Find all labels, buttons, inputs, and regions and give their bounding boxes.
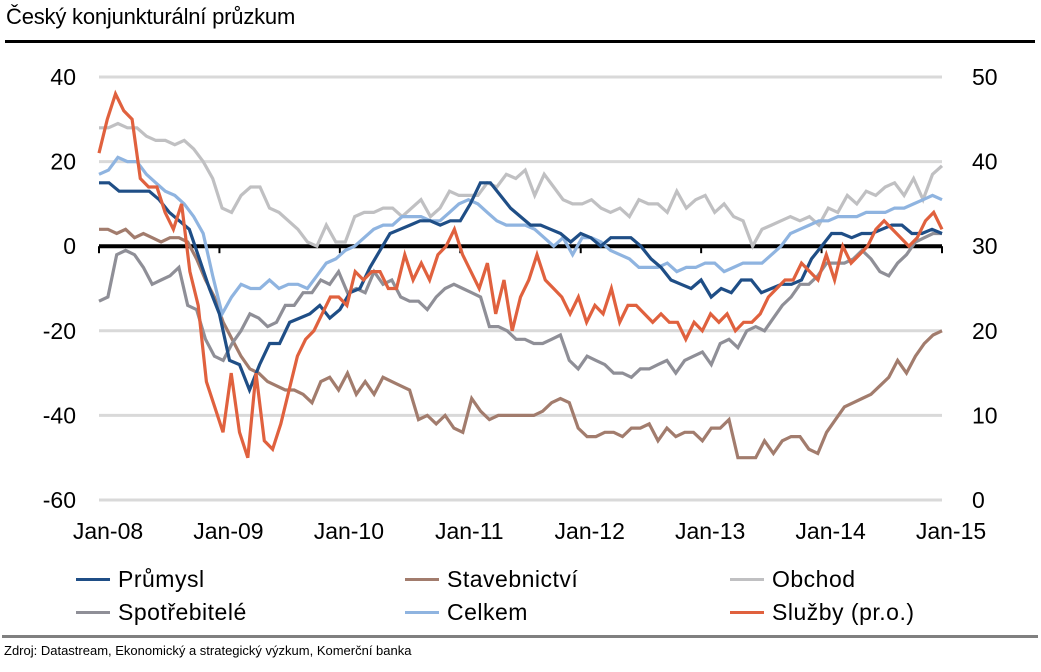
legend-label: Stavebnictví bbox=[447, 565, 579, 592]
legend-swatch bbox=[730, 577, 764, 581]
x-tick-label: Jan-15 bbox=[916, 518, 986, 544]
series-line-celkem bbox=[98, 155, 943, 319]
right-axis-ticks: 50 40 30 20 10 0 bbox=[972, 64, 998, 513]
x-tick-label: Jan-14 bbox=[795, 518, 866, 544]
left-axis-ticks: 40 20 0 -20 -40 -60 bbox=[43, 64, 76, 513]
x-tick-label: Jan-08 bbox=[73, 518, 143, 544]
legend-label: Spotřebitelé bbox=[118, 598, 247, 625]
legend-swatch bbox=[405, 577, 439, 581]
right-tick-label: 10 bbox=[972, 402, 998, 428]
x-tick-label: Jan-10 bbox=[314, 518, 384, 544]
x-axis-ticks: Jan-08 Jan-09 Jan-10 Jan-11 Jan-12 Jan-13 Jan-… bbox=[73, 518, 986, 544]
right-tick-label: 50 bbox=[972, 64, 998, 90]
left-tick-label: -60 bbox=[43, 487, 76, 513]
legend-label: Obchod bbox=[772, 565, 856, 592]
series-lines bbox=[97, 89, 944, 460]
x-tick-label: Jan-09 bbox=[193, 518, 263, 544]
legend-item-obchod: Obchod bbox=[730, 564, 856, 594]
legend-item-prumysl: Průmysl bbox=[76, 564, 205, 594]
legend-label: Průmysl bbox=[118, 565, 205, 592]
right-tick-label: 30 bbox=[972, 233, 998, 259]
x-tick-label: Jan-12 bbox=[555, 518, 625, 544]
legend-swatch bbox=[76, 577, 110, 581]
legend-swatch bbox=[405, 610, 439, 614]
legend-item-sluzby: Služby (pr.o.) bbox=[730, 597, 915, 627]
left-tick-label: 40 bbox=[50, 64, 76, 90]
legend-swatch bbox=[76, 610, 110, 614]
chart-title: Český konjunkturální průzkum bbox=[6, 4, 296, 29]
left-tick-label: 20 bbox=[50, 149, 76, 175]
legend-swatch bbox=[730, 610, 764, 614]
x-tick-label: Jan-11 bbox=[435, 518, 504, 544]
left-tick-label: -20 bbox=[43, 318, 76, 344]
source-note: Zdroj: Datastream, Ekonomický a strategi… bbox=[4, 643, 412, 658]
series-line-pr-mysl bbox=[99, 181, 943, 395]
legend: Průmysl Stavebnictví Obchod Spotřebitelé… bbox=[38, 564, 998, 630]
legend-label: Celkem bbox=[447, 598, 528, 625]
series-line-spot-ebitel bbox=[98, 231, 942, 380]
legend-label: Služby (pr.o.) bbox=[772, 598, 915, 625]
series-line-slu-by-pr-o bbox=[97, 89, 944, 459]
right-tick-label: 20 bbox=[972, 318, 998, 344]
right-tick-label: 0 bbox=[972, 487, 985, 513]
title-rule bbox=[5, 40, 1035, 43]
series-line-obchod bbox=[99, 121, 944, 251]
right-tick-label: 40 bbox=[972, 149, 998, 175]
x-tick-label: Jan-13 bbox=[675, 518, 745, 544]
legend-item-spotrebitele: Spotřebitelé bbox=[76, 597, 247, 627]
series-line-stavebnictv bbox=[99, 227, 943, 460]
legend-item-stavebnictvi: Stavebnictví bbox=[405, 564, 578, 594]
left-tick-label: 0 bbox=[63, 233, 76, 259]
left-tick-label: -40 bbox=[43, 402, 76, 428]
gridlines bbox=[99, 75, 942, 502]
source-rule bbox=[2, 635, 1038, 638]
legend-item-celkem: Celkem bbox=[405, 597, 528, 627]
